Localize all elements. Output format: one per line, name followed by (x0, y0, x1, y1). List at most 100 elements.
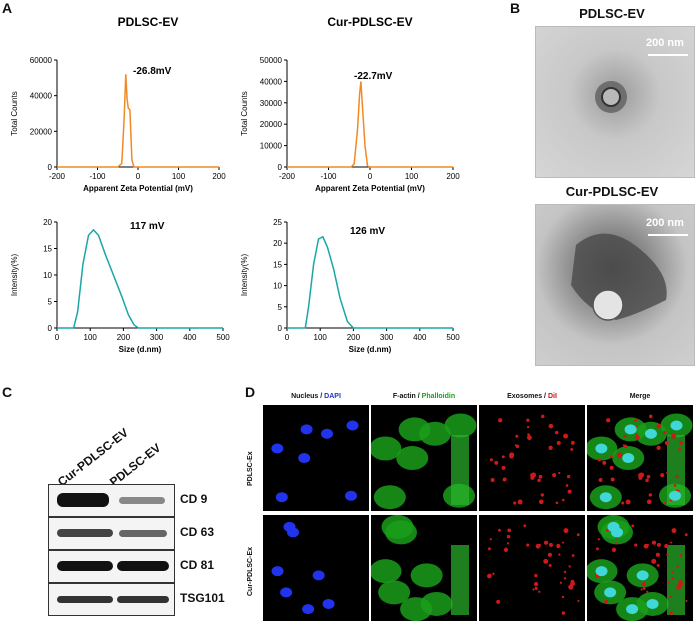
exosome-dot (623, 444, 628, 449)
exosome-dot (501, 465, 506, 470)
exosome-dot (556, 440, 561, 445)
row-label-cur: Cur-PDLSC-Ex (247, 546, 254, 596)
y-axis-label: Intensity(%) (240, 254, 249, 297)
exosome-dot (611, 547, 617, 552)
nucleus (322, 598, 335, 609)
exosome-dot (509, 453, 514, 459)
header-stain: DiI (547, 393, 557, 400)
blot-row-tsg101 (48, 583, 175, 616)
actin-fiber (451, 435, 469, 505)
y-tick-label: 20 (43, 218, 52, 227)
exosome-dot (606, 528, 609, 532)
panel-letter-c: C (2, 384, 13, 400)
exosome-dot (538, 590, 541, 593)
exosome-dot (532, 588, 535, 591)
exosome-dot (621, 501, 625, 505)
exosome-dot (561, 611, 566, 615)
exosome-dot (540, 414, 545, 419)
exosome-dot (660, 473, 665, 478)
exosome-dot (634, 435, 640, 441)
exosome-dot (642, 586, 646, 590)
actin-cell (371, 436, 402, 461)
exosome-dot (566, 474, 571, 479)
exosome-dot (631, 524, 635, 528)
fluorescence-image (587, 515, 693, 621)
actin-cell (410, 563, 443, 588)
band-label-cd63: CD 63 (180, 525, 215, 539)
exosome-dot (617, 453, 622, 459)
exosome-dot (597, 458, 601, 462)
exosome-dot (656, 564, 660, 567)
exosome-dot (526, 435, 532, 441)
chart-title: Cur-PDLSC-EV (327, 15, 412, 29)
exosome-dot (552, 473, 557, 478)
exosome-dot (563, 577, 567, 580)
peak-annotation: 117 mV (130, 221, 165, 232)
fluorescence-drawing (271, 521, 335, 615)
exosome-dot (685, 599, 688, 603)
nucleus-merge (626, 604, 639, 615)
exosome-dot (604, 599, 609, 604)
nucleus-merge (646, 598, 659, 609)
size-chart-pdlsc: 0 100 200 300 400 500 0 5 10 15 20 Size (d.nm) Inten… (10, 218, 230, 354)
band (57, 596, 113, 603)
exosome-dot (561, 498, 565, 502)
exosome-dot (538, 474, 543, 479)
exosome-dot (655, 552, 660, 557)
y-tick-label: 60000 (30, 56, 53, 65)
exosome-dot (556, 543, 561, 549)
actin-cell (396, 446, 429, 471)
exosome-dot (609, 455, 613, 459)
header-stain: DAPI (324, 393, 341, 400)
exosome-dot (517, 499, 523, 505)
exosome-dot (635, 433, 638, 436)
actin-cell (378, 580, 411, 605)
nucleus-merge (604, 587, 617, 598)
exosome-dot (570, 581, 575, 587)
exosome-dot (664, 543, 669, 549)
nucleus-merge (670, 420, 683, 431)
y-tick-label: 25 (273, 218, 282, 227)
exosome-dot (561, 595, 565, 599)
exosome-dot (670, 541, 673, 544)
nucleus (345, 490, 358, 501)
exosome-dot (527, 433, 530, 436)
exosome-dot (558, 553, 561, 556)
exosome-dot (543, 558, 549, 564)
tem-image-cur: 200 nm (535, 204, 695, 366)
exosome-dot (684, 533, 688, 537)
nucleus (280, 587, 293, 598)
header-text: Merge (629, 393, 651, 400)
series-line (287, 235, 453, 329)
x-tick-label: 100 (172, 172, 186, 181)
series-line (57, 228, 223, 329)
y-tick-label: 20 (273, 239, 282, 248)
x-axis-label: Size (d.nm) (119, 345, 162, 354)
tem-title-pdlsc: PDLSC-EV (579, 6, 645, 21)
nucleus (320, 428, 333, 439)
band (117, 596, 169, 603)
exosome-dot (543, 540, 549, 545)
y-tick-label: 15 (43, 245, 52, 254)
exosome-dot (538, 499, 544, 505)
tem-vesicle-cur (571, 233, 688, 321)
band (119, 530, 167, 537)
actin-fiber (451, 545, 469, 615)
fluorescence-image (371, 405, 477, 511)
tem-vesicle-pdlsc (595, 54, 688, 113)
exosome-dot (563, 528, 569, 534)
exosome-dot (496, 599, 501, 604)
header-stain: Phalloidin (421, 393, 456, 400)
exosome-dot (526, 418, 530, 422)
exosome-dot (534, 586, 538, 590)
actin-cell (398, 417, 431, 442)
fluorescence-image (479, 515, 585, 621)
nucleus (298, 453, 311, 464)
exosome-dot (531, 472, 537, 478)
exosome-dot (538, 543, 541, 547)
exosome-dot (674, 474, 679, 479)
size-chart-cur: 0 100 200 300 400 500 0 5 10 15 20 25 Size (d.nm) Int… (240, 218, 460, 354)
exosome-dot (641, 581, 647, 587)
band (57, 561, 113, 571)
exosome-dot (669, 611, 674, 615)
